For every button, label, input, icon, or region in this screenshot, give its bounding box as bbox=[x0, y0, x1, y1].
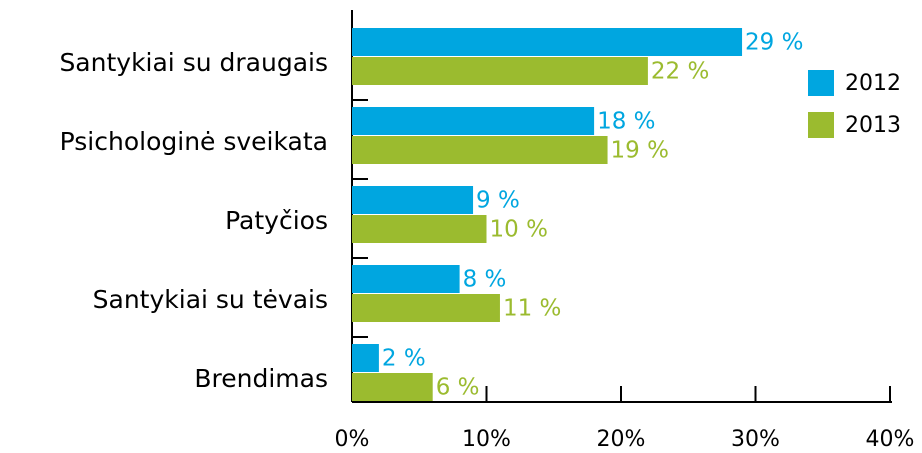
bar bbox=[352, 294, 500, 322]
bar bbox=[352, 107, 595, 135]
bar bbox=[352, 57, 648, 85]
value-label: 22 % bbox=[651, 59, 709, 85]
legend-label: 2013 bbox=[845, 113, 901, 138]
legend-swatch bbox=[808, 70, 834, 96]
x-tick-label: 40% bbox=[866, 427, 915, 452]
legend-label: 2012 bbox=[845, 71, 901, 96]
x-tick-label: 0% bbox=[335, 427, 370, 452]
bar bbox=[352, 28, 743, 56]
y-tick-label: Santykiai su tėvais bbox=[93, 285, 328, 314]
bar bbox=[352, 186, 474, 214]
value-label: 11 % bbox=[503, 296, 561, 322]
y-tick-label: Santykiai su draugais bbox=[59, 48, 328, 77]
value-label: 2 % bbox=[382, 346, 426, 372]
y-tick-label: Brendimas bbox=[194, 364, 328, 393]
y-tick-label: Patyčios bbox=[225, 206, 328, 235]
bar bbox=[352, 344, 379, 372]
bar bbox=[352, 373, 433, 401]
value-label: 19 % bbox=[611, 138, 669, 164]
bar bbox=[352, 136, 608, 164]
y-tick-label: Psichologinė sveikata bbox=[60, 127, 328, 156]
value-label: 18 % bbox=[597, 109, 655, 135]
x-tick-label: 10% bbox=[462, 427, 511, 452]
bar bbox=[352, 215, 487, 243]
value-label: 9 % bbox=[476, 188, 520, 214]
value-label: 8 % bbox=[463, 267, 507, 293]
value-label: 29 % bbox=[745, 30, 803, 56]
value-label: 10 % bbox=[490, 217, 548, 243]
legend-swatch bbox=[808, 112, 834, 138]
bar bbox=[352, 265, 460, 293]
value-label: 6 % bbox=[436, 375, 480, 401]
x-tick-label: 30% bbox=[731, 427, 780, 452]
x-tick-label: 20% bbox=[597, 427, 646, 452]
